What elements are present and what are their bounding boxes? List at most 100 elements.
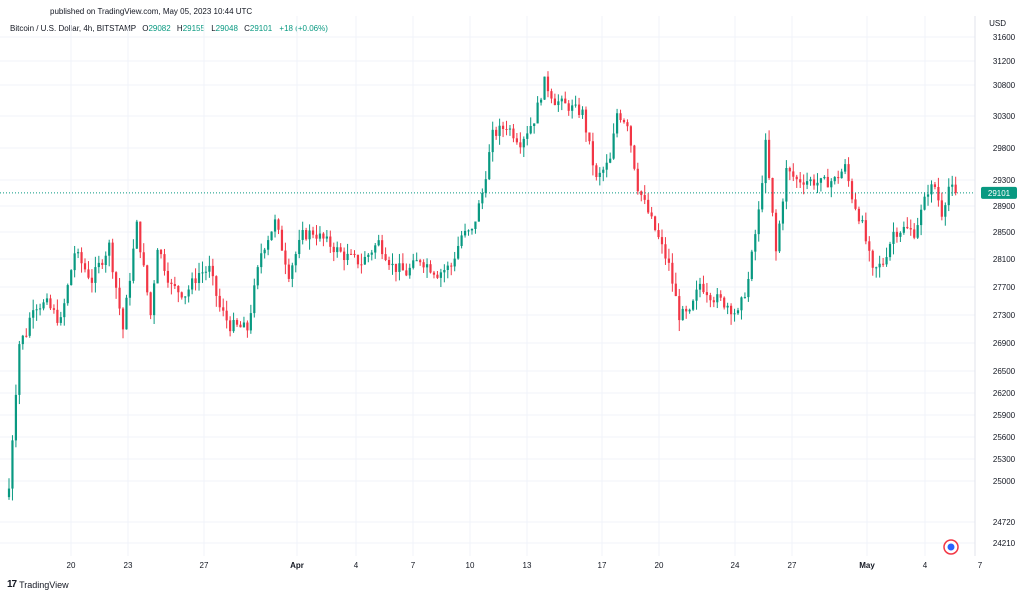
candle-body <box>446 265 449 271</box>
time-tick-label: 7 <box>411 561 416 570</box>
candle-body <box>242 322 246 328</box>
symbol-legend: Bitcoin / U.S. Dollar, 4h, BITSTAMP O290… <box>10 24 328 33</box>
candle-body <box>32 310 35 318</box>
candle-body <box>909 228 912 230</box>
candle-body <box>913 229 916 238</box>
candle-body <box>201 272 204 274</box>
candle-body <box>35 309 38 311</box>
candle-body <box>615 113 619 134</box>
candle-body <box>792 171 795 177</box>
candle-body <box>522 138 525 148</box>
time-axis[interactable]: 20 23 27 Apr 4 7 10 13 17 20 24 27 May 4 7 <box>67 561 983 570</box>
candle-body <box>218 295 221 308</box>
price-tick-label: 26200 <box>993 389 1016 398</box>
candle-body <box>450 265 453 267</box>
overlay: 29101 <box>0 186 1017 555</box>
candle-body <box>806 181 809 185</box>
candle-body <box>560 98 563 102</box>
candle-body <box>536 102 539 124</box>
candle-body <box>387 260 391 266</box>
candle-body <box>97 262 100 268</box>
candle-body <box>581 109 584 115</box>
candle-body <box>239 324 242 328</box>
candle-body <box>788 167 791 172</box>
price-axis[interactable]: 24210 24720 25000 25300 25600 25900 26200 26500… <box>993 33 1016 548</box>
candle-body <box>381 240 384 255</box>
open-label: O <box>142 24 149 33</box>
candle-body <box>795 176 798 180</box>
price-tick-label: 28900 <box>993 202 1016 211</box>
candle-body <box>816 182 819 186</box>
candle-body <box>626 122 629 127</box>
candle-body <box>761 183 764 210</box>
candle-body <box>287 264 290 279</box>
candle-body <box>111 242 114 273</box>
candle-body <box>830 181 833 188</box>
candle-body <box>954 184 957 193</box>
candle-body <box>322 233 325 239</box>
candle-body <box>740 297 743 311</box>
candle-body <box>422 262 425 268</box>
candle-body <box>470 228 474 231</box>
candle-body <box>640 191 643 196</box>
candle-body <box>277 219 280 230</box>
candle-body <box>526 133 529 139</box>
candle-body <box>42 302 45 309</box>
candle-body <box>453 258 456 267</box>
candle-body <box>311 230 315 235</box>
candle-body <box>743 297 747 299</box>
candle-body <box>128 280 132 298</box>
candle-body <box>785 167 788 202</box>
candle-body <box>146 265 149 293</box>
candle-body <box>885 257 888 265</box>
candle-body <box>930 184 933 195</box>
candle-body <box>49 298 52 309</box>
time-tick-label: 10 <box>466 561 475 570</box>
candle-body <box>529 125 532 134</box>
candle-body <box>197 273 201 284</box>
symbol-title: Bitcoin / U.S. Dollar, 4h, BITSTAMP <box>10 24 136 33</box>
candle-body <box>602 169 605 173</box>
candle-body <box>115 272 118 288</box>
candle-body <box>477 203 480 222</box>
candle-body <box>256 267 259 286</box>
candle-body <box>363 256 366 265</box>
candle-body <box>229 320 232 332</box>
price-tick-label: 25900 <box>993 411 1016 420</box>
candle-body <box>571 105 574 111</box>
price-tick-label: 26900 <box>993 339 1016 348</box>
candle-body <box>52 308 56 310</box>
candle-body <box>657 230 660 238</box>
candle-body <box>519 142 522 148</box>
candle-body <box>609 158 612 163</box>
candle-body <box>868 241 871 251</box>
footer-brand[interactable]: 17 TradingView <box>7 579 69 590</box>
candle-body <box>750 251 753 280</box>
candle-body <box>315 234 318 239</box>
candle-body <box>906 226 909 229</box>
candle-body <box>819 178 823 183</box>
candle-body <box>284 250 287 265</box>
candle-body <box>149 292 152 316</box>
candle-body <box>875 267 878 269</box>
candle-body <box>156 249 159 284</box>
candle-body <box>412 260 415 268</box>
open-value: 29082 <box>148 24 171 33</box>
price-tick-label: 28500 <box>993 228 1016 237</box>
candle-body <box>515 138 518 143</box>
candle-body <box>598 172 601 178</box>
candle-body <box>495 129 498 136</box>
candle-body <box>619 113 622 121</box>
candle-body <box>660 237 664 245</box>
candle-body <box>923 196 926 210</box>
candle-body <box>246 322 249 331</box>
time-tick-label: 20 <box>655 561 664 570</box>
candle-body <box>356 254 360 265</box>
candle-body <box>336 247 339 253</box>
candle-body <box>432 272 436 275</box>
candle-body <box>812 179 816 186</box>
candle-body <box>857 208 861 222</box>
candle-body <box>429 264 432 273</box>
candle-body <box>419 260 422 263</box>
